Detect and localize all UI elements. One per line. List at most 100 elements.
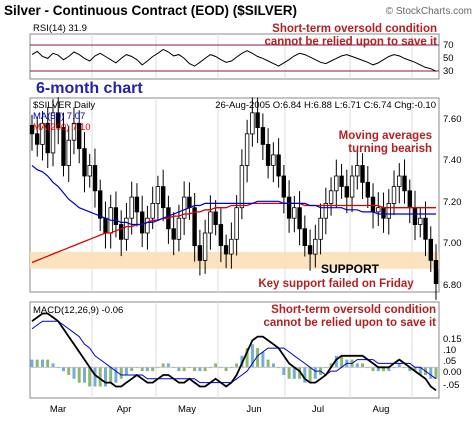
candle-body bbox=[286, 196, 292, 219]
macd-histogram-bar bbox=[287, 367, 291, 379]
ma200-label: MA(200) 7.10 bbox=[33, 122, 91, 133]
macd-histogram-bar bbox=[224, 367, 228, 372]
macd-histogram-bar bbox=[151, 367, 155, 372]
macd-histogram-bar bbox=[140, 367, 144, 372]
candle-body bbox=[281, 175, 286, 198]
candle-body bbox=[386, 202, 391, 219]
candle-body bbox=[307, 245, 313, 255]
candle-body bbox=[50, 112, 56, 154]
macd-histogram-bar bbox=[387, 367, 391, 372]
macd-histogram-bar bbox=[261, 351, 265, 368]
macd-tick-0-15: 0.15 bbox=[443, 334, 462, 345]
macd-histogram-bar bbox=[371, 367, 375, 372]
rsi-tick-50: 50 bbox=[443, 53, 454, 64]
macd-histogram-bar bbox=[271, 363, 275, 368]
candle-body bbox=[423, 217, 428, 240]
candle-body bbox=[192, 207, 197, 247]
candle-body bbox=[45, 122, 50, 154]
candle-body bbox=[391, 186, 397, 204]
candle-body bbox=[61, 127, 66, 166]
price-tick-7-40: 7.40 bbox=[443, 155, 462, 166]
candle-body bbox=[134, 196, 140, 213]
candle-body bbox=[381, 207, 386, 219]
macd-histogram-bar bbox=[334, 355, 338, 368]
candle-body bbox=[433, 259, 439, 284]
candle-body bbox=[139, 211, 145, 234]
macd-label: MACD(12,26,9) -0.06 bbox=[33, 305, 123, 316]
macd-histogram-bar bbox=[67, 367, 71, 375]
macd-histogram-bar bbox=[161, 363, 165, 368]
macd-histogram-bar bbox=[413, 367, 417, 372]
candle-body bbox=[271, 154, 276, 166]
candle-body bbox=[145, 217, 150, 234]
candle-body bbox=[197, 245, 203, 261]
candle-body bbox=[171, 228, 176, 240]
macd-histogram-bar bbox=[292, 367, 296, 379]
candle-body bbox=[124, 217, 129, 240]
macd-histogram-bar bbox=[182, 367, 186, 372]
macd-histogram-bar bbox=[77, 367, 81, 383]
candle-body bbox=[355, 165, 360, 177]
candle-body bbox=[397, 175, 402, 187]
candle-body bbox=[56, 112, 61, 129]
macd-annotation-line2: cannot be relied upon to save it bbox=[263, 317, 436, 329]
candle-body bbox=[29, 125, 35, 135]
candle-body bbox=[66, 139, 71, 166]
macd-histogram-bar bbox=[282, 367, 286, 375]
candle-body bbox=[35, 133, 40, 145]
macd-histogram-bar bbox=[382, 367, 385, 372]
macd-histogram-bar bbox=[245, 348, 249, 368]
macd-histogram-bar bbox=[397, 363, 401, 368]
macd-histogram-bar bbox=[166, 363, 170, 368]
support-annotation: Key support failed on Friday bbox=[258, 278, 414, 290]
candle-body bbox=[292, 207, 297, 219]
candle-body bbox=[360, 165, 365, 183]
candle-body bbox=[202, 232, 208, 261]
candle-body bbox=[82, 148, 87, 177]
rsi-label: RSI(14) 31.9 bbox=[33, 23, 87, 34]
macd-histogram-bar bbox=[51, 363, 55, 368]
candle-body bbox=[260, 127, 266, 145]
macd-histogram-bar bbox=[361, 363, 364, 368]
rsi-line bbox=[31, 48, 437, 72]
candle-body bbox=[297, 207, 302, 230]
candle-body bbox=[412, 207, 418, 225]
macd-histogram-bar bbox=[62, 367, 65, 372]
macd-histogram-bar bbox=[72, 367, 76, 379]
x-label-aug: Aug bbox=[373, 404, 390, 415]
macd-histogram-bar bbox=[308, 367, 312, 383]
macd-histogram-bar bbox=[250, 344, 254, 368]
macd-histogram-bar bbox=[124, 367, 128, 375]
chart-title: Silver - Continuous Contract (EOD) ($SIL… bbox=[4, 3, 297, 18]
support-label: SUPPORT bbox=[321, 262, 380, 276]
ma50-label: MA(50) 7.07 bbox=[33, 111, 85, 122]
candle-body bbox=[119, 224, 124, 240]
x-label-apr: Apr bbox=[117, 404, 132, 415]
candle-body bbox=[365, 181, 370, 198]
macd-histogram-bar bbox=[256, 348, 260, 368]
ma200-line bbox=[31, 202, 436, 264]
candle-body bbox=[150, 202, 155, 219]
macd-tick-0-10: .10 bbox=[443, 345, 456, 356]
macd-histogram-bar bbox=[214, 363, 218, 368]
candle-body bbox=[323, 202, 328, 219]
price-tick-6-80: 6.80 bbox=[443, 280, 462, 291]
macd-histogram-bar bbox=[408, 367, 412, 372]
macd-annotation-line1: Short-term oversold condition bbox=[271, 304, 436, 316]
macd-histogram-bar bbox=[434, 367, 438, 379]
candle-body bbox=[155, 186, 161, 204]
period-label: 6-month chart bbox=[36, 80, 143, 97]
macd-histogram-bar bbox=[177, 367, 181, 372]
candle-body bbox=[40, 122, 45, 145]
candle-body bbox=[208, 211, 213, 234]
ma50-line bbox=[31, 165, 436, 226]
macd-histogram-bar bbox=[109, 367, 113, 383]
candle-body bbox=[71, 122, 77, 141]
candle-body bbox=[244, 133, 250, 166]
macd-histogram-bar bbox=[340, 355, 344, 368]
rsi-tick-70: 70 bbox=[443, 40, 454, 51]
candle-body bbox=[265, 143, 271, 166]
candle-body bbox=[218, 224, 224, 247]
price-legend: $SILVER Daily bbox=[33, 100, 95, 111]
candle-body bbox=[250, 112, 255, 135]
